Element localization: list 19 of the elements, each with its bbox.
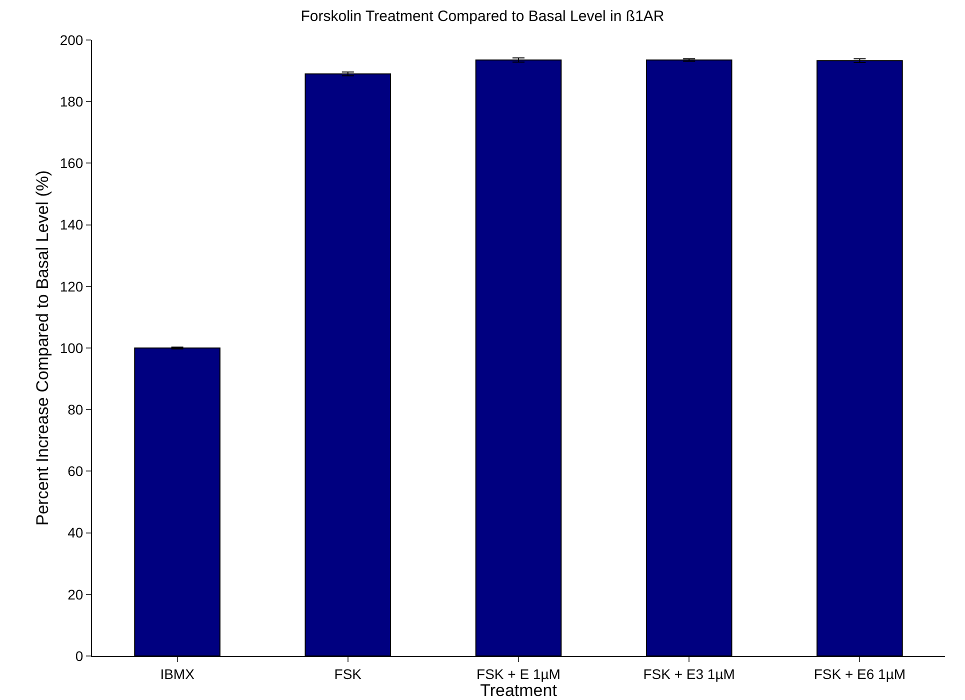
x-tick-label: FSK + E 1µM xyxy=(476,666,560,682)
y-tick-label: 180 xyxy=(60,94,84,110)
x-tick-label: IBMX xyxy=(160,666,196,682)
y-tick-label: 200 xyxy=(60,32,84,48)
y-axis-title: Percent Increase Compared to Basal Level (%) xyxy=(33,170,52,526)
y-tick-label: 40 xyxy=(68,524,84,541)
y-tick-label: 140 xyxy=(60,216,84,233)
x-tick-label: FSK + E6 1µM xyxy=(814,666,906,682)
y-tick-label: 100 xyxy=(60,340,84,356)
y-tick-label: 160 xyxy=(60,155,84,172)
y-tick-label: 20 xyxy=(68,586,84,602)
chart-title: Forskolin Treatment Compared to Basal Level in ß1AR xyxy=(300,8,664,25)
x-axis-title: Treatment xyxy=(480,681,558,700)
y-tick-label: 80 xyxy=(68,402,84,418)
y-tick-label: 120 xyxy=(60,278,84,294)
x-tick-label: FSK + E3 1µM xyxy=(643,666,735,682)
y-tick-label: 0 xyxy=(75,648,84,664)
y-tick-label: 60 xyxy=(68,463,84,480)
x-tick-label: FSK xyxy=(334,666,362,682)
